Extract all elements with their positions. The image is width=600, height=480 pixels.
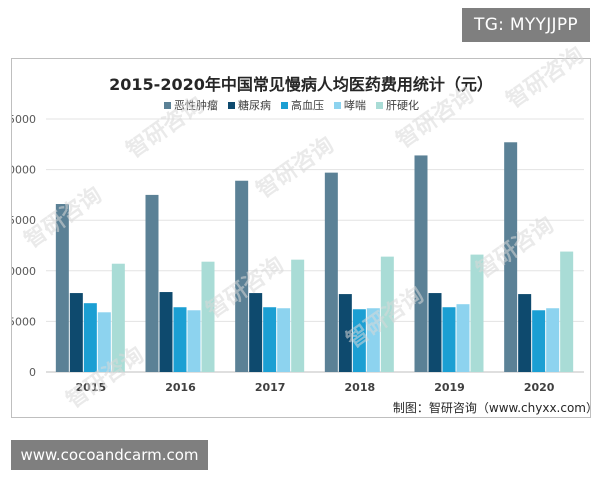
- bar-2018-series-5: [380, 256, 394, 372]
- bar-2016-series-5: [201, 261, 215, 372]
- x-tick-label-2017: 2017: [255, 381, 286, 394]
- bar-2015-series-3: [83, 303, 97, 372]
- bar-2018-series-4: [366, 308, 380, 372]
- legend-swatch-2: [228, 102, 235, 109]
- y-tick-label-10000: 10000: [12, 265, 36, 278]
- bar-2017-series-4: [277, 308, 291, 372]
- chart-frame: 2015-2020年中国常见慢病人均医药费用统计（元） 恶性肿瘤 糖尿病 高血压 哮喘 肝…: [11, 58, 591, 418]
- bar-2017-series-2: [249, 293, 263, 372]
- bar-2016-series-3: [173, 307, 187, 372]
- bar-2018-series-1: [324, 172, 338, 372]
- source-note: 制图：智研咨询（www.chyxx.com）: [393, 400, 590, 415]
- legend-label-1: 恶性肿瘤: [174, 98, 218, 112]
- x-tick-label-2016: 2016: [165, 381, 196, 394]
- bar-2020-series-2: [518, 294, 532, 372]
- y-tick-label-5000: 5000: [12, 315, 36, 328]
- bar-2016-series-4: [187, 310, 201, 372]
- bar-2015-series-4: [97, 312, 111, 372]
- bar-2020-series-1: [504, 142, 518, 372]
- bar-2015-series-1: [55, 204, 69, 372]
- bar-2015-series-5: [111, 263, 125, 372]
- x-tick-label-2015: 2015: [76, 381, 107, 394]
- y-tick-label-15000: 15000: [12, 214, 36, 227]
- bar-2016-series-2: [159, 292, 173, 372]
- legend-swatch-4: [334, 102, 341, 109]
- x-tick-label-2019: 2019: [434, 381, 465, 394]
- bar-2015-series-2: [69, 293, 83, 372]
- bar-2016-series-1: [145, 194, 159, 372]
- legend-swatch-5: [376, 102, 383, 109]
- bar-2017-series-5: [291, 259, 305, 372]
- bar-2018-series-3: [352, 309, 366, 372]
- bar-2018-series-2: [338, 294, 352, 372]
- bar-2020-series-5: [560, 251, 574, 372]
- legend-label-4: 哮喘: [344, 99, 366, 112]
- y-tick-label-25000: 25000: [12, 113, 36, 126]
- tg-badge: TG: MYYJJPP: [462, 8, 590, 42]
- bar-2020-series-3: [532, 310, 546, 372]
- bar-2020-series-4: [546, 308, 560, 372]
- legend-swatch-3: [281, 102, 288, 109]
- bar-2019-series-3: [442, 307, 456, 372]
- legend-label-5: 肝硬化: [386, 98, 419, 112]
- bar-2019-series-1: [414, 155, 428, 372]
- legend-swatch-1: [164, 102, 171, 109]
- bar-2019-series-2: [428, 293, 442, 372]
- bar-chart: 2015-2020年中国常见慢病人均医药费用统计（元） 恶性肿瘤 糖尿病 高血压 哮喘 肝…: [12, 75, 590, 415]
- site-url-badge[interactable]: www.cocoandcarm.com: [11, 440, 208, 470]
- x-tick-label-2020: 2020: [524, 381, 555, 394]
- bar-2019-series-5: [470, 254, 484, 372]
- legend-label-2: 糖尿病: [238, 98, 271, 112]
- y-tick-label-20000: 20000: [12, 164, 36, 177]
- y-tick-label-0: 0: [29, 366, 36, 379]
- legend-label-3: 高血压: [291, 98, 324, 112]
- bar-2019-series-4: [456, 304, 470, 372]
- bar-2017-series-1: [235, 180, 249, 372]
- x-tick-label-2018: 2018: [345, 381, 376, 394]
- chart-title: 2015-2020年中国常见慢病人均医药费用统计（元）: [109, 75, 493, 94]
- bar-2017-series-3: [263, 307, 277, 372]
